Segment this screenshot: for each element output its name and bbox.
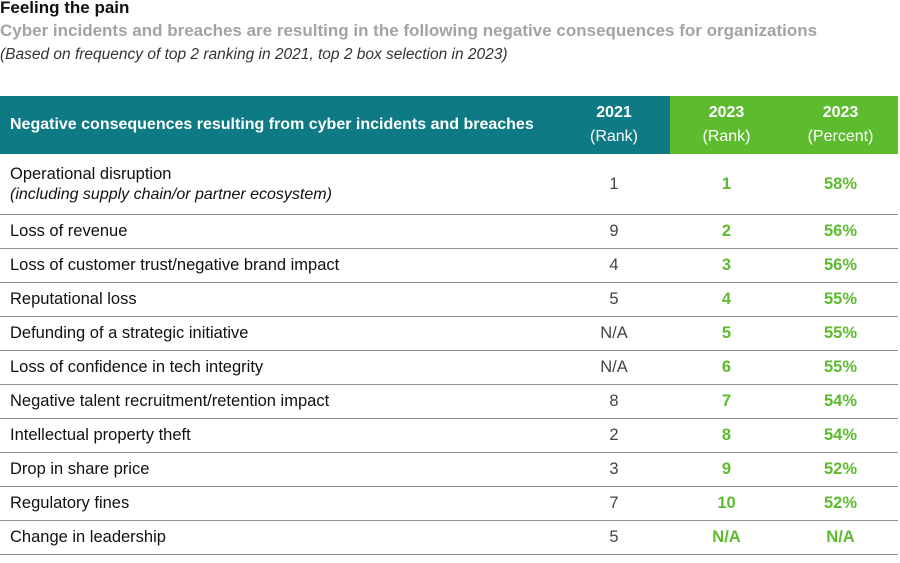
row-label: Change in leadership [0,520,558,555]
rank-2021: 3 [558,452,670,487]
table-row: Regulatory fines 7 10 52% [0,486,898,521]
rank-2023: 3 [670,248,783,283]
percent-2023: 54% [783,418,898,453]
row-label: Intellectual property theft [0,418,558,453]
percent-2023: 58% [783,154,898,215]
percent-2023: 55% [783,316,898,351]
table-row: Loss of revenue 9 2 56% [0,214,898,249]
percent-2023: 56% [783,248,898,283]
row-label-text: Operational disruption [10,164,172,183]
rank-2021: 5 [558,282,670,317]
header-2023-rank-year: 2023 [708,104,745,121]
row-label-subtext: (including supply chain/or partner ecosy… [10,185,332,203]
rank-2023: 4 [670,282,783,317]
rank-2021: 1 [558,154,670,215]
header-2023-percent-year: 2023 [822,104,859,121]
row-label: Loss of revenue [0,214,558,249]
table-row: Loss of confidence in tech integrity N/A… [0,350,898,385]
header-2023-percent-sub: (Percent) [807,128,874,145]
percent-2023: 56% [783,214,898,249]
table-row: Operational disruption (including supply … [0,154,898,215]
table-header-row: Negative consequences resulting from cyb… [0,96,898,154]
table-row: Defunding of a strategic initiative N/A … [0,316,898,351]
table-row: Reputational loss 5 4 55% [0,282,898,317]
row-label: Defunding of a strategic initiative [0,316,558,351]
header-consequence-label: Negative consequences resulting from cyb… [10,116,534,133]
header-2021-sub: (Rank) [589,128,638,145]
rank-2021: 8 [558,384,670,419]
table-row: Change in leadership 5 N/A N/A [0,520,898,555]
rank-2023: 10 [670,486,783,521]
page-subtitle: Cyber incidents and breaches are resulti… [0,21,818,40]
percent-2023: 52% [783,486,898,521]
rank-2023: 2 [670,214,783,249]
header-2023-rank: 2023 (Rank) [670,96,783,154]
header-2023-percent: 2023 (Percent) [783,96,898,154]
methodology-note: (Based on frequency of top 2 ranking in … [0,46,508,63]
table-row: Intellectual property theft 2 8 54% [0,418,898,453]
row-label: Reputational loss [0,282,558,317]
rank-2023: 9 [670,452,783,487]
consequences-table: Negative consequences resulting from cyb… [0,96,898,555]
percent-2023: 52% [783,452,898,487]
rank-2023: 7 [670,384,783,419]
table-row: Drop in share price 3 9 52% [0,452,898,487]
header-2023-rank-sub: (Rank) [702,128,751,145]
table-row: Loss of customer trust/negative brand im… [0,248,898,283]
rank-2021: 9 [558,214,670,249]
header-consequence: Negative consequences resulting from cyb… [0,96,558,154]
percent-2023: 55% [783,350,898,385]
rank-2023: 6 [670,350,783,385]
rank-2021: 7 [558,486,670,521]
rank-2021: 4 [558,248,670,283]
table-row: Negative talent recruitment/retention im… [0,384,898,419]
row-label: Negative talent recruitment/retention im… [0,384,558,419]
page-title: Feeling the pain [0,0,130,17]
percent-2023: 54% [783,384,898,419]
rank-2021: 5 [558,520,670,555]
row-label: Regulatory fines [0,486,558,521]
row-label: Drop in share price [0,452,558,487]
row-label: Operational disruption (including supply … [0,154,558,215]
header-2021-rank: 2021 (Rank) [558,96,670,154]
rank-2023: 8 [670,418,783,453]
rank-2023: 1 [670,154,783,215]
percent-2023: N/A [783,520,898,555]
row-label: Loss of customer trust/negative brand im… [0,248,558,283]
row-label: Loss of confidence in tech integrity [0,350,558,385]
percent-2023: 55% [783,282,898,317]
header-2021-year: 2021 [596,104,632,121]
rank-2021: 2 [558,418,670,453]
rank-2023: 5 [670,316,783,351]
rank-2023: N/A [670,520,783,555]
rank-2021: N/A [558,350,670,385]
rank-2021: N/A [558,316,670,351]
